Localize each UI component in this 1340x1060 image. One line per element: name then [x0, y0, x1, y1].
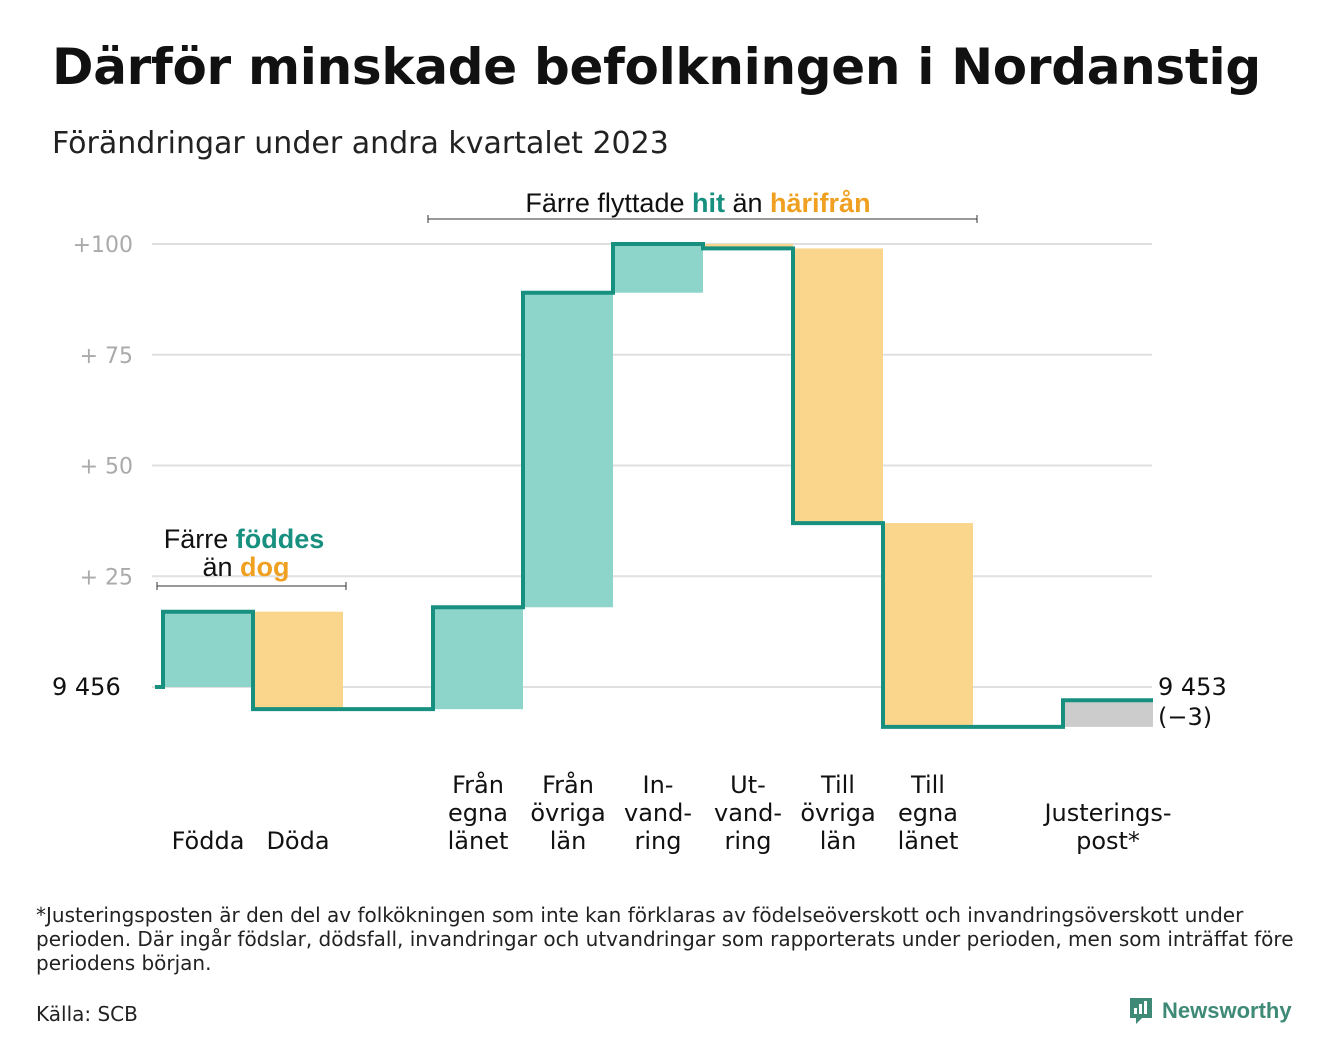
annotation-fragment: dog [240, 552, 289, 582]
start-value-label: 9 456 [52, 673, 121, 701]
annotation-bracket [156, 582, 347, 590]
category-label: Justerings- [1042, 799, 1171, 827]
category-label: länet [898, 827, 959, 855]
category-label: vand- [624, 799, 692, 827]
category-label: vand- [714, 799, 782, 827]
chart-subtitle: Förändringar under andra kvartalet 2023 [52, 126, 669, 161]
category-label: post* [1076, 827, 1140, 855]
y-tick-label: + 75 [80, 344, 133, 369]
annotation-births-deaths: än dog [202, 552, 289, 582]
category-label: övriga [530, 799, 605, 827]
chart-title: Därför minskade befolkningen i Nordansti… [52, 38, 1261, 96]
annotation-bracket [427, 215, 978, 223]
category-label: övriga [800, 799, 875, 827]
category-label: länet [448, 827, 509, 855]
annotation-fragment: Färre [164, 524, 236, 554]
waterfall-bar [883, 523, 973, 727]
category-label: Döda [266, 827, 329, 855]
category-label: In- [643, 771, 674, 799]
category-label: Till [820, 771, 855, 799]
waterfall-bar [523, 292, 613, 608]
brand-name: Newsworthy [1162, 998, 1292, 1023]
annotation-births-deaths: Färre föddes [164, 524, 325, 554]
end-value-label: (−3) [1158, 703, 1212, 731]
annotation-fragment: än [725, 188, 770, 218]
annotation-fragment: än [202, 552, 240, 582]
category-label: ring [725, 827, 772, 855]
annotation-fragment: Färre flyttade [525, 188, 692, 218]
end-value-label: 9 453 [1158, 673, 1227, 701]
category-label: egna [448, 799, 508, 827]
category-label: län [550, 827, 587, 855]
brand-logo: Newsworthy [1128, 996, 1292, 1026]
waterfall-bar [1063, 700, 1153, 727]
category-label: Från [452, 770, 504, 799]
annotation-fragment: föddes [236, 524, 325, 554]
footnote: *Justeringsposten är den del av folkökni… [36, 903, 1294, 975]
annotation-migration: Färre flyttade hit än härifrån [525, 188, 870, 218]
source-note: Källa: SCB [36, 1002, 138, 1026]
annotation-fragment: hit [692, 188, 725, 218]
waterfall-bar [433, 607, 523, 710]
category-label: län [820, 827, 857, 855]
y-tick-label: +100 [73, 233, 133, 258]
waterfall-bar [703, 244, 793, 249]
y-tick-label: + 25 [80, 565, 133, 590]
category-label: egna [898, 799, 958, 827]
newsworthy-logo-icon [1130, 998, 1152, 1024]
y-tick-label: + 50 [80, 455, 133, 480]
category-label: Födda [172, 827, 245, 855]
waterfall-bar [253, 611, 343, 710]
category-label: Till [910, 771, 945, 799]
waterfall-bar [613, 244, 703, 293]
annotation-fragment: härifrån [770, 188, 871, 218]
waterfall-bar [793, 248, 883, 524]
category-label: Från [542, 770, 594, 799]
waterfall-bar [163, 611, 253, 687]
category-label: Ut- [730, 771, 766, 799]
cumulative-step-line [155, 242, 1153, 729]
category-label: ring [635, 827, 682, 855]
